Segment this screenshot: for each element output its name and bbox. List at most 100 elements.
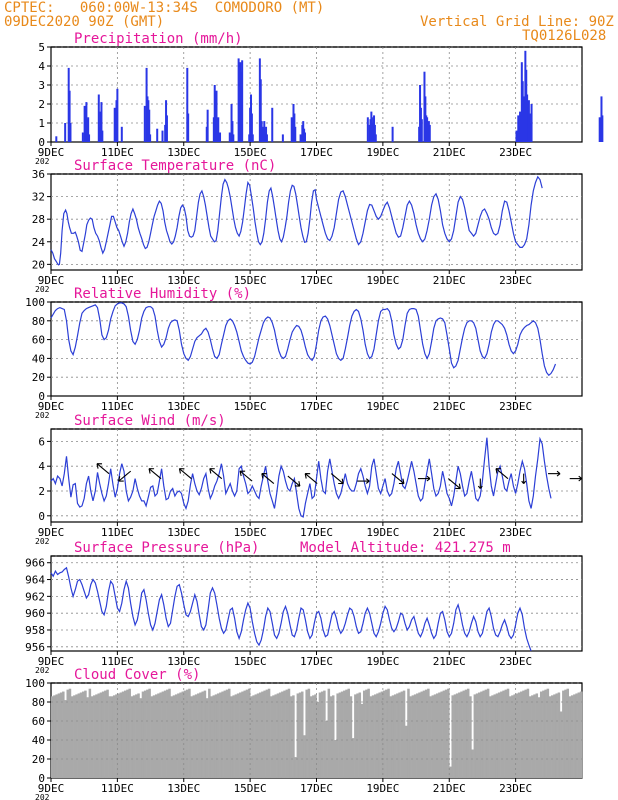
cloud-bar — [506, 688, 510, 778]
cloud-bar — [75, 694, 78, 778]
cloud-bar — [517, 692, 521, 778]
precip-bar — [530, 104, 533, 142]
cloud-bar — [119, 692, 123, 778]
cloud-bar — [128, 688, 131, 778]
cloud-bar — [362, 690, 366, 778]
cloud-bar — [380, 691, 384, 778]
cloud-bar — [374, 694, 377, 778]
cloud-bar — [115, 694, 118, 778]
cloud-bar — [152, 695, 156, 778]
rh-xtick-label: 13DEC — [167, 400, 200, 413]
cloud-bar — [444, 689, 448, 778]
cloud-xtick-label: 17DEC — [300, 782, 333, 795]
cloud-bar — [166, 689, 169, 778]
wind-arrow-head — [426, 475, 431, 482]
cloud-bar — [533, 694, 536, 778]
temp-series-line — [50, 175, 543, 266]
cloud-bar — [440, 691, 443, 778]
cloud-bar — [223, 690, 227, 778]
cloud-bar — [480, 691, 483, 778]
cloud-bar — [250, 696, 253, 778]
wind-arrow-head — [455, 483, 461, 490]
cloud-bar — [343, 690, 346, 778]
wind-ytick-label: 0 — [38, 510, 45, 523]
precip-bar — [265, 134, 268, 142]
wind-xtick-label: 9DEC — [38, 526, 65, 539]
cloud-bar — [212, 695, 216, 778]
cloud-bar — [531, 695, 534, 778]
wind-series-line — [50, 436, 552, 518]
precip-bar — [187, 113, 190, 142]
rh-ytick-label: 60 — [32, 334, 45, 347]
cloud-bar — [455, 693, 459, 778]
press-ytick-label: 960 — [25, 607, 45, 620]
wind-arrow-head — [96, 463, 103, 469]
rh-ytick-label: 80 — [32, 315, 45, 328]
cloud-bar — [495, 693, 499, 778]
cloud-bar — [174, 694, 178, 778]
wind-arrow-head — [521, 480, 527, 484]
cloud-bar — [460, 691, 463, 778]
cloud-bar — [387, 688, 390, 778]
precip-bar — [100, 102, 103, 142]
cloud-bar — [170, 696, 173, 778]
precip-bar — [68, 90, 71, 142]
wind-arrow-head — [239, 470, 246, 477]
cloud-bar — [66, 689, 69, 778]
cloud-bar — [579, 691, 583, 778]
cloud-bar — [513, 694, 516, 778]
cloud-bar — [566, 688, 570, 778]
precip-bar — [69, 123, 72, 142]
press-xtick-label: 9DEC — [38, 655, 65, 668]
cloud-xtick-label: 23DEC — [499, 782, 532, 795]
cloud-bar — [81, 691, 85, 778]
cloud-bar — [124, 690, 127, 778]
cloud-bar — [551, 695, 554, 778]
cloud-bar — [86, 697, 89, 778]
precip-bar — [303, 132, 306, 142]
cloud-bar — [411, 695, 415, 778]
cloud-bar — [185, 689, 189, 778]
precip-xtick-label: 15DEC — [234, 146, 267, 159]
rh-xtick-label: 17DEC — [300, 400, 333, 413]
precip-bar — [156, 128, 159, 142]
wind-xtick-label: 23DEC — [499, 526, 532, 539]
precip-bar — [299, 134, 302, 142]
cloud-bar — [371, 695, 375, 778]
precip-bar — [251, 134, 254, 142]
cloud-bar — [557, 692, 561, 778]
cloud-ytick-label: 0 — [38, 772, 45, 785]
press-ytick-label: 964 — [25, 574, 45, 587]
press-xtick-label: 17DEC — [300, 655, 333, 668]
precip-xtick-label: 23DEC — [499, 146, 532, 159]
cloud-bar — [559, 711, 563, 778]
cloud-bar — [568, 696, 572, 778]
cloud-bar — [307, 688, 311, 778]
cloud-bar — [555, 693, 558, 778]
press-ytick-label: 962 — [25, 590, 45, 603]
wind-arrow — [447, 478, 461, 489]
wind-arrow-head — [304, 473, 311, 479]
cloud-bar — [502, 690, 505, 778]
precip-bar — [219, 132, 222, 142]
cloud-bar — [197, 693, 200, 778]
rh-xtick-label: 9DEC — [38, 400, 65, 413]
cloud-xtick-label: 15DEC — [234, 782, 267, 795]
cloud-bar — [256, 693, 260, 778]
cloud-bar — [305, 689, 308, 778]
precip-year-stub: 202 — [35, 157, 50, 166]
cloud-bar — [159, 692, 162, 778]
cloud-bar — [88, 688, 92, 778]
precip-bar — [601, 115, 604, 142]
cloud-bar — [309, 696, 313, 778]
cloud-bar — [84, 690, 87, 778]
wind-ytick-label: 6 — [38, 435, 45, 448]
precip-bar — [250, 113, 253, 142]
rh-ytick-label: 100 — [25, 296, 45, 309]
cloud-bar — [524, 689, 527, 778]
cloud-bar — [365, 689, 368, 778]
cloud-bar — [93, 695, 96, 778]
cloud-bar — [484, 689, 488, 778]
cloud-bar — [203, 690, 207, 778]
cloud-bar — [413, 694, 417, 778]
